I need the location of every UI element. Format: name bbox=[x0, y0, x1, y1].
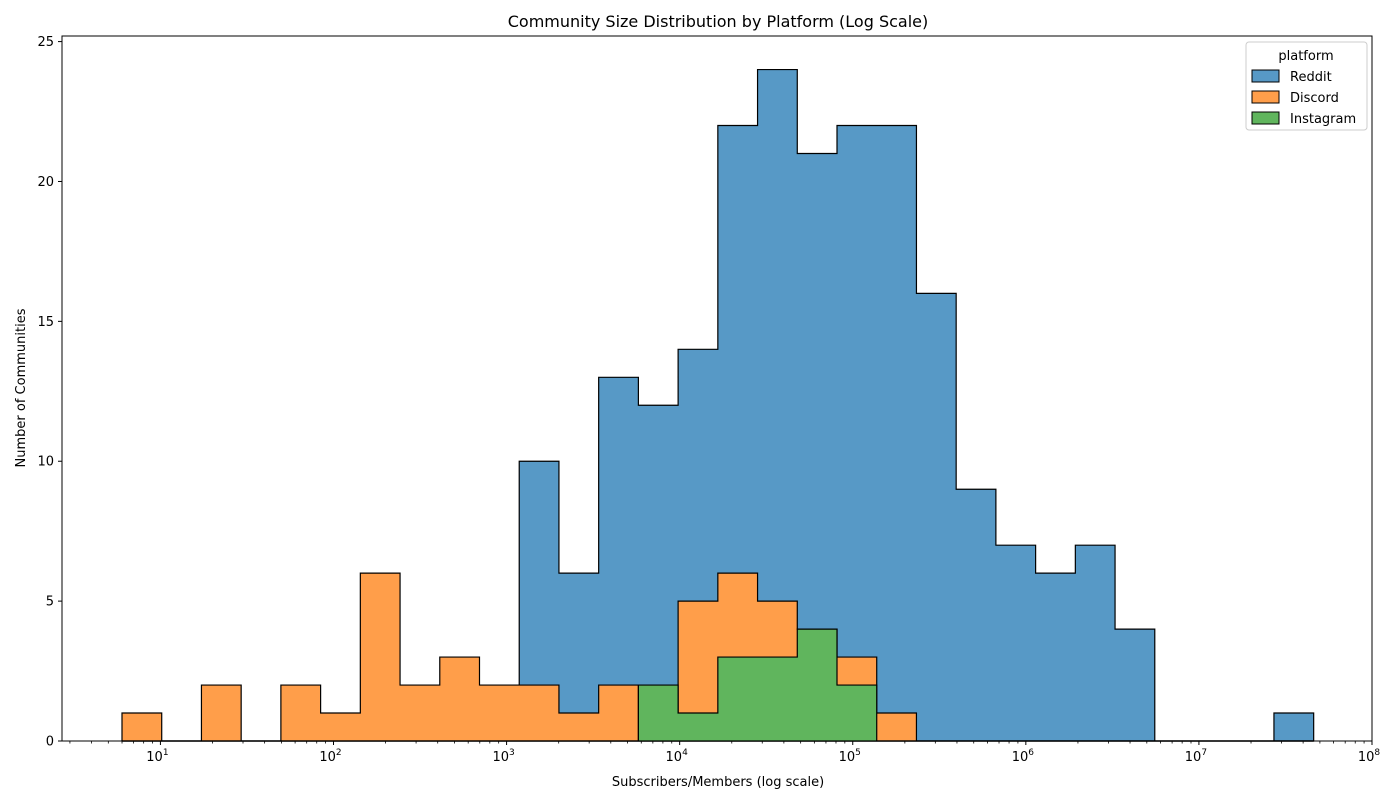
y-tick-label: 20 bbox=[37, 175, 54, 190]
y-tick-label: 15 bbox=[37, 315, 54, 330]
plot-frame bbox=[61, 35, 1373, 742]
y-axis: 0 5 10 15 20 25 bbox=[37, 35, 62, 750]
legend-swatch-reddit bbox=[1251, 69, 1280, 83]
x-tick-label: 106 bbox=[1012, 748, 1035, 765]
x-tick-label: 108 bbox=[1358, 748, 1381, 765]
y-tick-label: 5 bbox=[46, 595, 54, 610]
x-tick-label: 102 bbox=[319, 748, 341, 765]
legend-title: platform bbox=[1278, 49, 1333, 64]
legend-swatch-discord bbox=[1251, 90, 1280, 104]
x-tick-label: 101 bbox=[146, 748, 168, 765]
x-tick-label: 104 bbox=[666, 748, 689, 765]
y-tick-label: 25 bbox=[37, 35, 54, 50]
x-axis: 101 102 103 104 105 106 107 108 bbox=[69, 741, 1381, 765]
x-tick-label: 107 bbox=[1185, 748, 1207, 765]
y-tick-label: 0 bbox=[46, 735, 54, 750]
x-axis-label: Subscribers/Members (log scale) bbox=[612, 775, 824, 790]
legend-swatch-instagram bbox=[1251, 111, 1280, 125]
legend: platform Reddit Discord Instagram bbox=[1245, 41, 1368, 131]
legend-label-reddit: Reddit bbox=[1290, 70, 1332, 85]
legend-label-discord: Discord bbox=[1290, 91, 1339, 106]
x-tick-label: 103 bbox=[492, 748, 514, 765]
plot-area bbox=[121, 68, 1315, 742]
y-axis-label: Number of Communities bbox=[14, 308, 29, 467]
x-tick-label: 105 bbox=[839, 748, 861, 765]
y-tick-label: 10 bbox=[37, 455, 54, 470]
legend-label-instagram: Instagram bbox=[1290, 112, 1356, 127]
legend-box bbox=[1245, 41, 1368, 131]
chart-title: Community Size Distribution by Platform … bbox=[508, 12, 929, 31]
